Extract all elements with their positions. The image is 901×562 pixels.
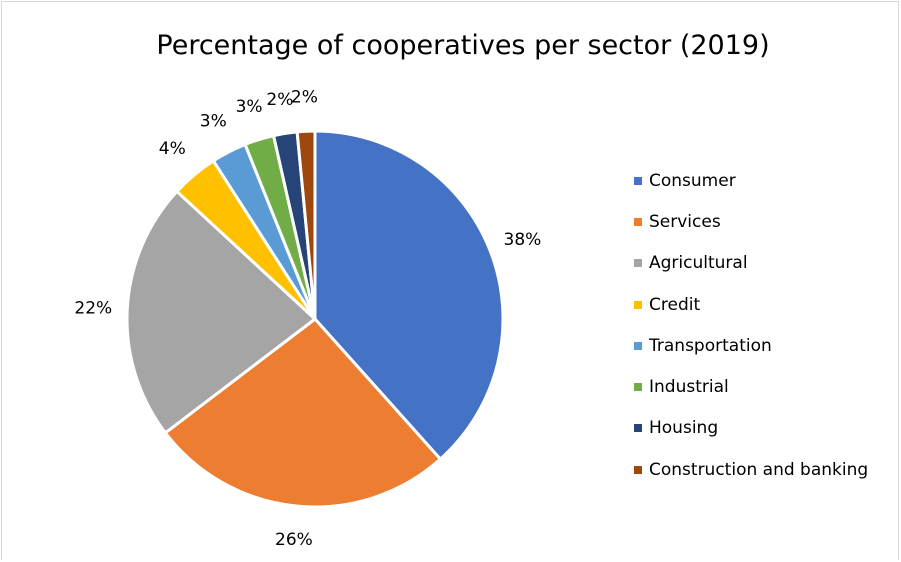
legend-item-housing: Housing (634, 408, 868, 449)
data-label-transportation: 3% (200, 112, 227, 132)
legend-label: Services (649, 211, 721, 232)
legend: Consumer Services Agricultural Credit Transp… (634, 160, 868, 490)
legend-label: Construction and banking (649, 459, 869, 480)
pie-slice-agricultural (125, 189, 317, 435)
legend-label: Credit (649, 294, 701, 315)
legend-label: Consumer (649, 170, 736, 191)
data-label-credit: 4% (159, 139, 186, 159)
legend-label: Housing (649, 418, 719, 439)
pie-slice-construction-and-banking (295, 129, 317, 321)
data-label-construction-and-banking: 2% (291, 87, 318, 107)
pie-slice-consumer (313, 129, 505, 461)
data-label-housing: 2% (266, 90, 293, 110)
legend-swatch (634, 383, 642, 392)
legend-item-agricultural: Agricultural (634, 243, 868, 284)
legend-swatch (634, 176, 642, 185)
legend-swatch (634, 259, 642, 268)
data-label-industrial: 3% (236, 97, 263, 117)
data-label-consumer: 38% (504, 230, 542, 250)
legend-swatch (634, 217, 642, 226)
pie-slice-services (163, 317, 442, 509)
legend-item-industrial: Industrial (634, 366, 868, 407)
legend-item-transportation: Transportation (634, 325, 868, 366)
legend-item-consumer: Consumer (634, 160, 868, 201)
legend-item-construction-and-banking: Construction and banking (634, 449, 868, 490)
legend-label: Transportation (649, 335, 772, 356)
legend-label: Industrial (649, 377, 729, 398)
legend-label: Agricultural (649, 253, 748, 274)
data-label-agricultural: 22% (74, 298, 112, 318)
legend-swatch (634, 300, 642, 309)
legend-swatch (634, 424, 642, 433)
legend-swatch (634, 465, 642, 474)
legend-item-services: Services (634, 201, 868, 242)
data-label-services: 26% (275, 530, 313, 550)
legend-swatch (634, 341, 642, 350)
chart-title: Percentage of cooperatives per sector (2… (156, 30, 770, 61)
legend-item-credit: Credit (634, 284, 868, 325)
